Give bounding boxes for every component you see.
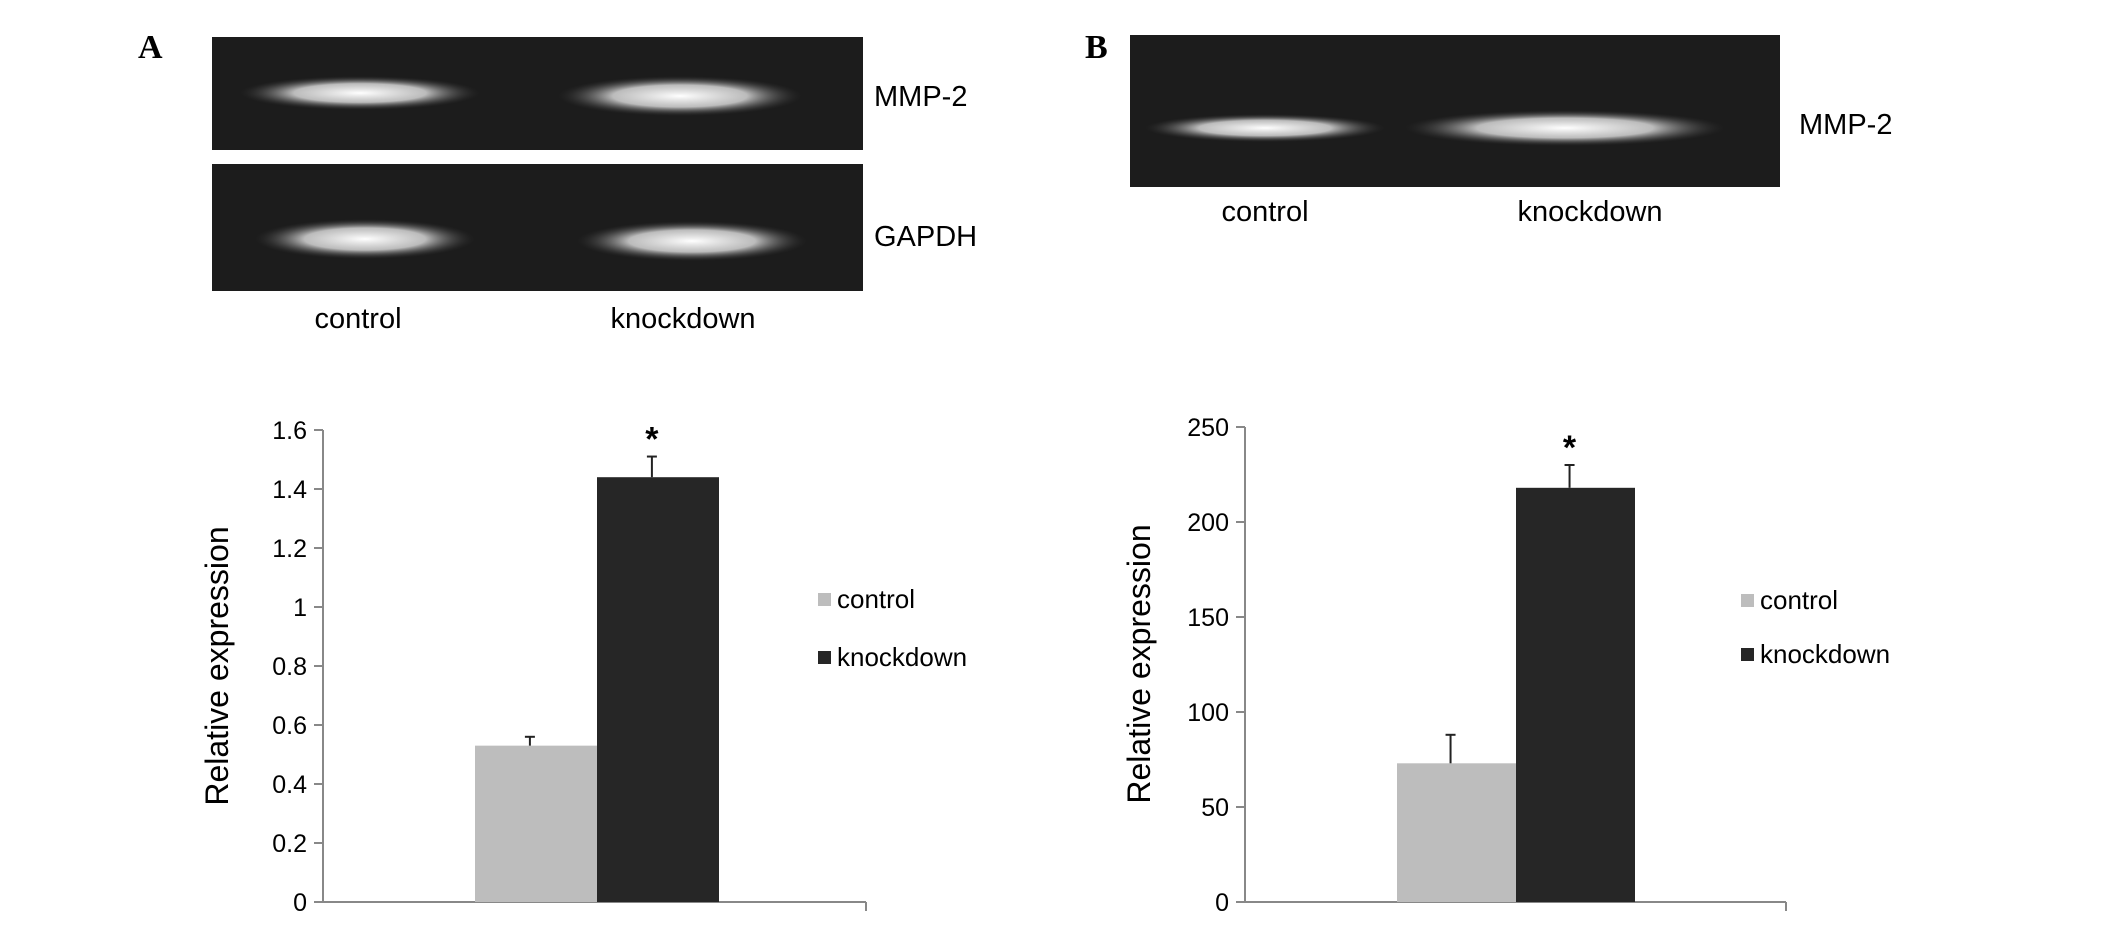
panel-b: B MMP-2 control knockdown 0 50 100 150 200 25… xyxy=(1085,29,1892,917)
panel-letter-a: A xyxy=(138,29,163,66)
legend-label-knockdown: knockdown xyxy=(1760,639,1890,669)
y-axis-label: Relative expression xyxy=(1121,524,1157,803)
y-tick-label: 250 xyxy=(1187,414,1229,442)
y-tick-label: 100 xyxy=(1187,699,1229,727)
legend-swatch-control xyxy=(1741,594,1754,607)
y-tick-label: 0.6 xyxy=(272,712,307,740)
bar-control xyxy=(1397,763,1516,902)
y-tick-label: 0.2 xyxy=(272,830,307,858)
legend-swatch-control xyxy=(818,593,831,606)
gel-band xyxy=(255,219,475,259)
y-tick-label: 0 xyxy=(293,889,307,917)
gel-band xyxy=(558,76,802,116)
gel-row-label-mmp2: MMP-2 xyxy=(874,81,967,113)
gel-row-label-mmp2: MMP-2 xyxy=(1799,109,1892,141)
gel-row-mmp2-background xyxy=(1130,35,1780,187)
legend-swatch-knockdown xyxy=(818,651,831,664)
gel-lane-label-knockdown: knockdown xyxy=(1517,196,1662,228)
bar-chart-b: 0 50 100 150 200 250 Relative expression contro… xyxy=(1121,414,1890,917)
y-tick-label: 0.8 xyxy=(272,653,307,681)
gel-lane-label-control: control xyxy=(1221,196,1308,228)
panel-letter-b: B xyxy=(1085,29,1108,66)
significance-marker: * xyxy=(1563,429,1577,467)
bar-chart-a: 0 0.2 0.4 0.6 0.8 1 1.2 1.4 1.6 Relative expressi… xyxy=(199,417,967,917)
bar-knockdown xyxy=(597,477,719,902)
gel-band xyxy=(1145,114,1385,142)
y-tick-label: 1.2 xyxy=(272,535,307,563)
gel-band xyxy=(577,221,807,261)
y-tick-label: 50 xyxy=(1201,794,1229,822)
panel-a: A MMP-2 GAPDH control knockdown 00.20.40… xyxy=(138,29,977,917)
y-tick-label: 0.4 xyxy=(272,771,307,799)
significance-marker: * xyxy=(645,421,659,459)
y-tick-label: 1 xyxy=(293,594,307,622)
gel-band xyxy=(240,76,480,110)
y-axis-label: Relative expression xyxy=(199,526,235,805)
bar-knockdown xyxy=(1516,487,1635,902)
gel-row-label-gapdh: GAPDH xyxy=(874,221,977,253)
gel-a: MMP-2 GAPDH control knockdown xyxy=(212,37,977,335)
gel-b: MMP-2 control knockdown xyxy=(1130,35,1892,228)
legend-swatch-knockdown xyxy=(1741,648,1754,661)
y-tick-label: 200 xyxy=(1187,509,1229,537)
y-tick-label: 0 xyxy=(1215,889,1229,917)
gel-lane-label-control: control xyxy=(314,303,401,335)
legend-label-control: control xyxy=(1760,585,1838,615)
gel-band xyxy=(1405,110,1725,146)
gel-lane-label-knockdown: knockdown xyxy=(610,303,755,335)
y-tick-label: 150 xyxy=(1187,604,1229,632)
legend-label-control: control xyxy=(837,584,915,614)
y-tick-label: 1.4 xyxy=(272,476,307,504)
y-tick-label: 1.6 xyxy=(272,417,307,445)
bar-control xyxy=(475,745,597,902)
legend-label-knockdown: knockdown xyxy=(837,642,967,672)
